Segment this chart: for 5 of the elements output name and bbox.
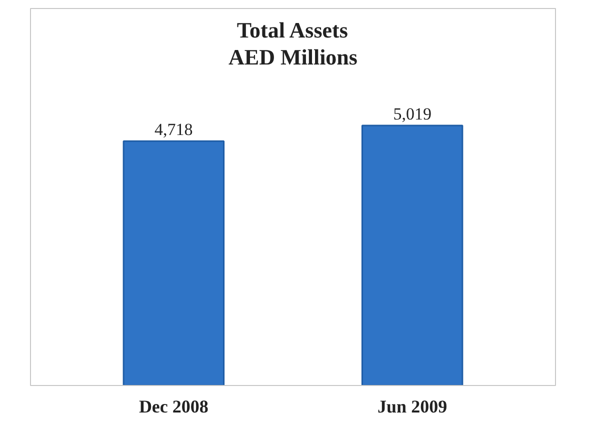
x-tick-label: Dec 2008 — [138, 396, 208, 416]
data-label: 4,718 — [154, 120, 193, 140]
data-label: 5,019 — [393, 104, 432, 124]
chart-title: Total Assets AED Millions — [228, 18, 358, 70]
x-tick-label: Jun 2009 — [378, 396, 448, 416]
